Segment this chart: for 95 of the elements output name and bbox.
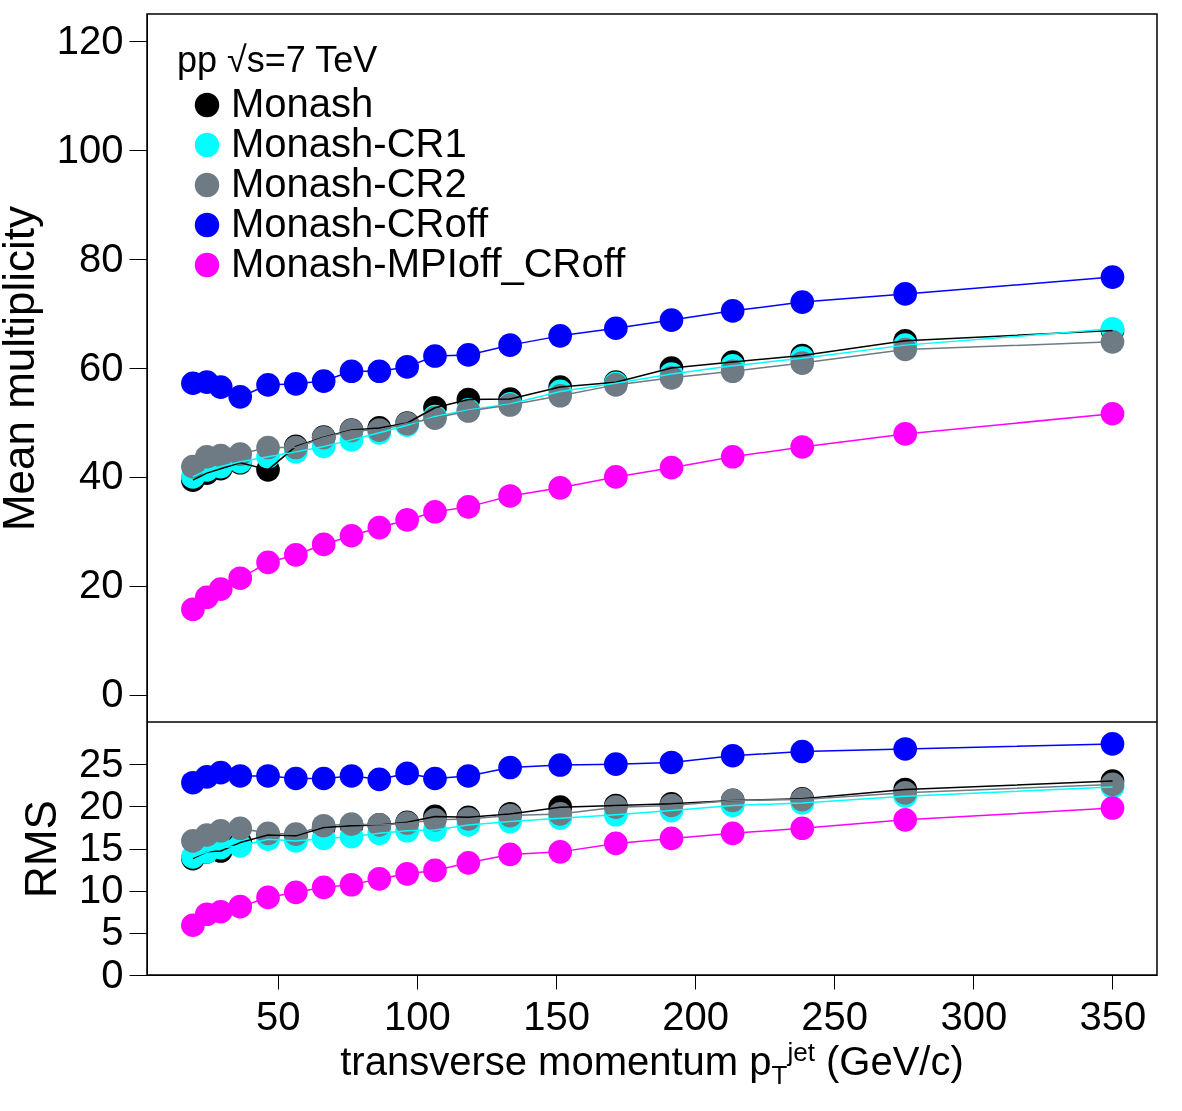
point	[720, 444, 745, 469]
point	[548, 840, 573, 864]
point	[720, 299, 745, 323]
y-tick-label: 120	[56, 17, 124, 62]
point	[256, 764, 280, 788]
point	[339, 523, 364, 548]
point	[1100, 796, 1125, 820]
y-tick-label: 5	[101, 909, 124, 954]
y-tick-label: 100	[56, 126, 124, 171]
point	[339, 872, 364, 897]
y-tick-label: 15	[79, 825, 124, 869]
point	[395, 861, 419, 886]
point	[893, 282, 918, 306]
point	[311, 766, 336, 791]
point	[1100, 401, 1125, 426]
point	[893, 422, 918, 446]
point	[339, 764, 364, 788]
point	[228, 566, 253, 591]
y-tick-label: 0	[101, 951, 124, 996]
point	[893, 737, 918, 761]
point	[367, 867, 392, 891]
y-tick-label: 0	[101, 671, 124, 716]
point	[1100, 732, 1125, 756]
point	[790, 816, 815, 841]
x-tick-label: 350	[1079, 993, 1147, 1038]
y-tick-label: 20	[79, 782, 124, 827]
y-axis-title: RMS	[16, 800, 66, 898]
point	[228, 764, 253, 788]
point	[498, 842, 522, 867]
point	[659, 826, 684, 851]
point	[548, 753, 573, 777]
point	[228, 894, 253, 919]
point	[893, 808, 918, 832]
point	[456, 851, 481, 875]
point	[604, 752, 628, 776]
point	[456, 764, 481, 788]
point	[228, 385, 253, 409]
point	[790, 435, 815, 459]
y-axis-title: Mean multiplicity	[0, 205, 43, 532]
point	[1100, 265, 1125, 289]
point	[256, 550, 280, 575]
point	[604, 465, 628, 489]
point	[790, 290, 815, 314]
point	[498, 333, 522, 357]
point	[423, 766, 447, 791]
point	[208, 577, 233, 601]
y-tick-label: 25	[79, 740, 124, 785]
y-tick-label: 20	[79, 562, 124, 607]
point	[367, 767, 392, 792]
point	[423, 858, 447, 883]
y-tick-label: 60	[79, 344, 124, 389]
point	[311, 369, 336, 393]
point	[395, 508, 419, 532]
x-tick-label: 150	[523, 993, 590, 1038]
point	[256, 885, 280, 910]
point	[284, 542, 308, 567]
point	[659, 308, 684, 332]
point	[498, 755, 522, 780]
legend-title: pp √s=7 TeV	[177, 39, 378, 80]
point	[284, 880, 308, 905]
point	[395, 355, 419, 379]
point	[208, 375, 233, 399]
point	[456, 495, 481, 519]
point	[790, 739, 815, 764]
x-tick-label: 50	[256, 993, 301, 1038]
x-tick-label: 300	[940, 993, 1008, 1038]
point	[659, 750, 684, 775]
point	[604, 316, 628, 341]
x-axis-title: transverse momentum p$_{T}$$^{jet}$ (GeV/c)	[339, 1037, 965, 1092]
point	[284, 766, 308, 791]
point	[311, 532, 336, 557]
point	[284, 371, 308, 396]
point	[720, 743, 745, 768]
point	[367, 359, 392, 384]
y-tick-label: 10	[79, 867, 124, 912]
y-tick-label: 80	[79, 235, 124, 280]
x-tick-label: 200	[662, 993, 729, 1038]
point	[659, 455, 684, 480]
point	[548, 324, 573, 348]
point	[498, 484, 522, 508]
point	[604, 831, 628, 856]
point	[1100, 330, 1125, 354]
point	[311, 875, 336, 900]
point	[456, 343, 481, 367]
point	[395, 761, 419, 786]
point	[256, 373, 280, 397]
point	[423, 344, 447, 368]
x-tick-label: 250	[801, 993, 869, 1038]
point	[548, 476, 573, 500]
x-tick-label: 100	[384, 993, 451, 1038]
point	[720, 821, 745, 846]
point	[423, 499, 447, 524]
y-tick-label: 40	[79, 453, 124, 498]
point	[367, 515, 392, 540]
point	[339, 359, 364, 384]
